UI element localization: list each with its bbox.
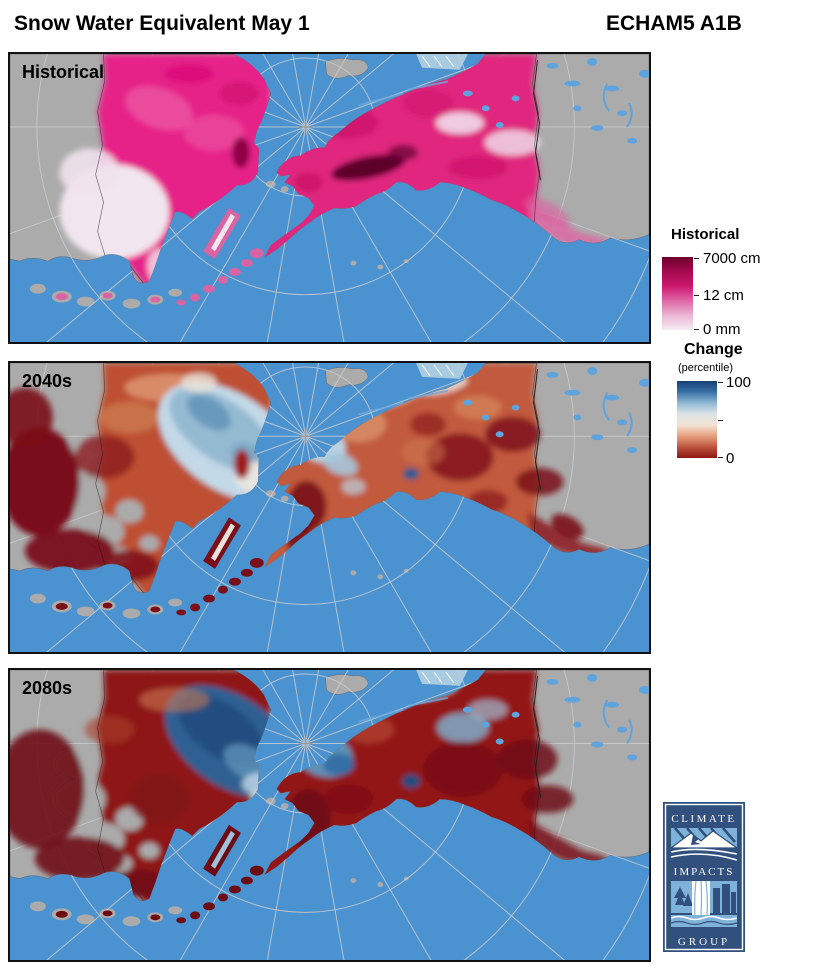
map-panel-historical: Historical: [8, 52, 651, 344]
scenario-title: ECHAM5 A1B: [606, 12, 742, 35]
map-panel-2040s: 2040s: [8, 361, 651, 654]
hist-label-mid: 12 cm: [703, 287, 744, 304]
panel-label-2040s: 2040s: [22, 371, 73, 391]
change-label-top: 100: [726, 374, 752, 391]
panel-label-historical: Historical: [22, 62, 105, 82]
hist-tick-top: [694, 258, 699, 259]
logo-text-impacts: IMPACTS: [674, 866, 735, 878]
map-2080s: [10, 670, 649, 960]
hist-label-top: 7000 cm: [703, 250, 761, 267]
map-2040s: [10, 363, 649, 652]
legend-change-subtitle: (percentile): [678, 362, 734, 374]
page-title: Snow Water Equivalent May 1: [14, 12, 310, 35]
hist-tick-bottom: [694, 329, 699, 330]
change-tick-top: [718, 382, 723, 383]
panel-label-2080s: 2080s: [22, 678, 73, 698]
logo-text-group: GROUP: [678, 936, 730, 948]
logo-text-climate: CLIMATE: [671, 813, 736, 825]
change-tick-bottom: [718, 457, 723, 458]
hist-label-bottom: 0 mm: [703, 321, 741, 338]
historical-colorbar: [662, 257, 693, 330]
hist-tick-mid: [694, 295, 699, 296]
change-colorbar: [677, 381, 717, 458]
climate-impacts-group-logo: CLIMATE IMPACTS GROUP: [663, 802, 745, 952]
change-tick-mid: [718, 420, 723, 421]
map-historical: [10, 54, 649, 342]
change-label-bottom: 0: [726, 450, 735, 467]
legend-historical-title: Historical: [671, 226, 740, 243]
map-panel-2080s: 2080s: [8, 668, 651, 962]
logo-mountain-art: [669, 827, 739, 861]
legend-change-title: Change: [684, 341, 743, 358]
logo-waterfall-art: [670, 880, 738, 927]
